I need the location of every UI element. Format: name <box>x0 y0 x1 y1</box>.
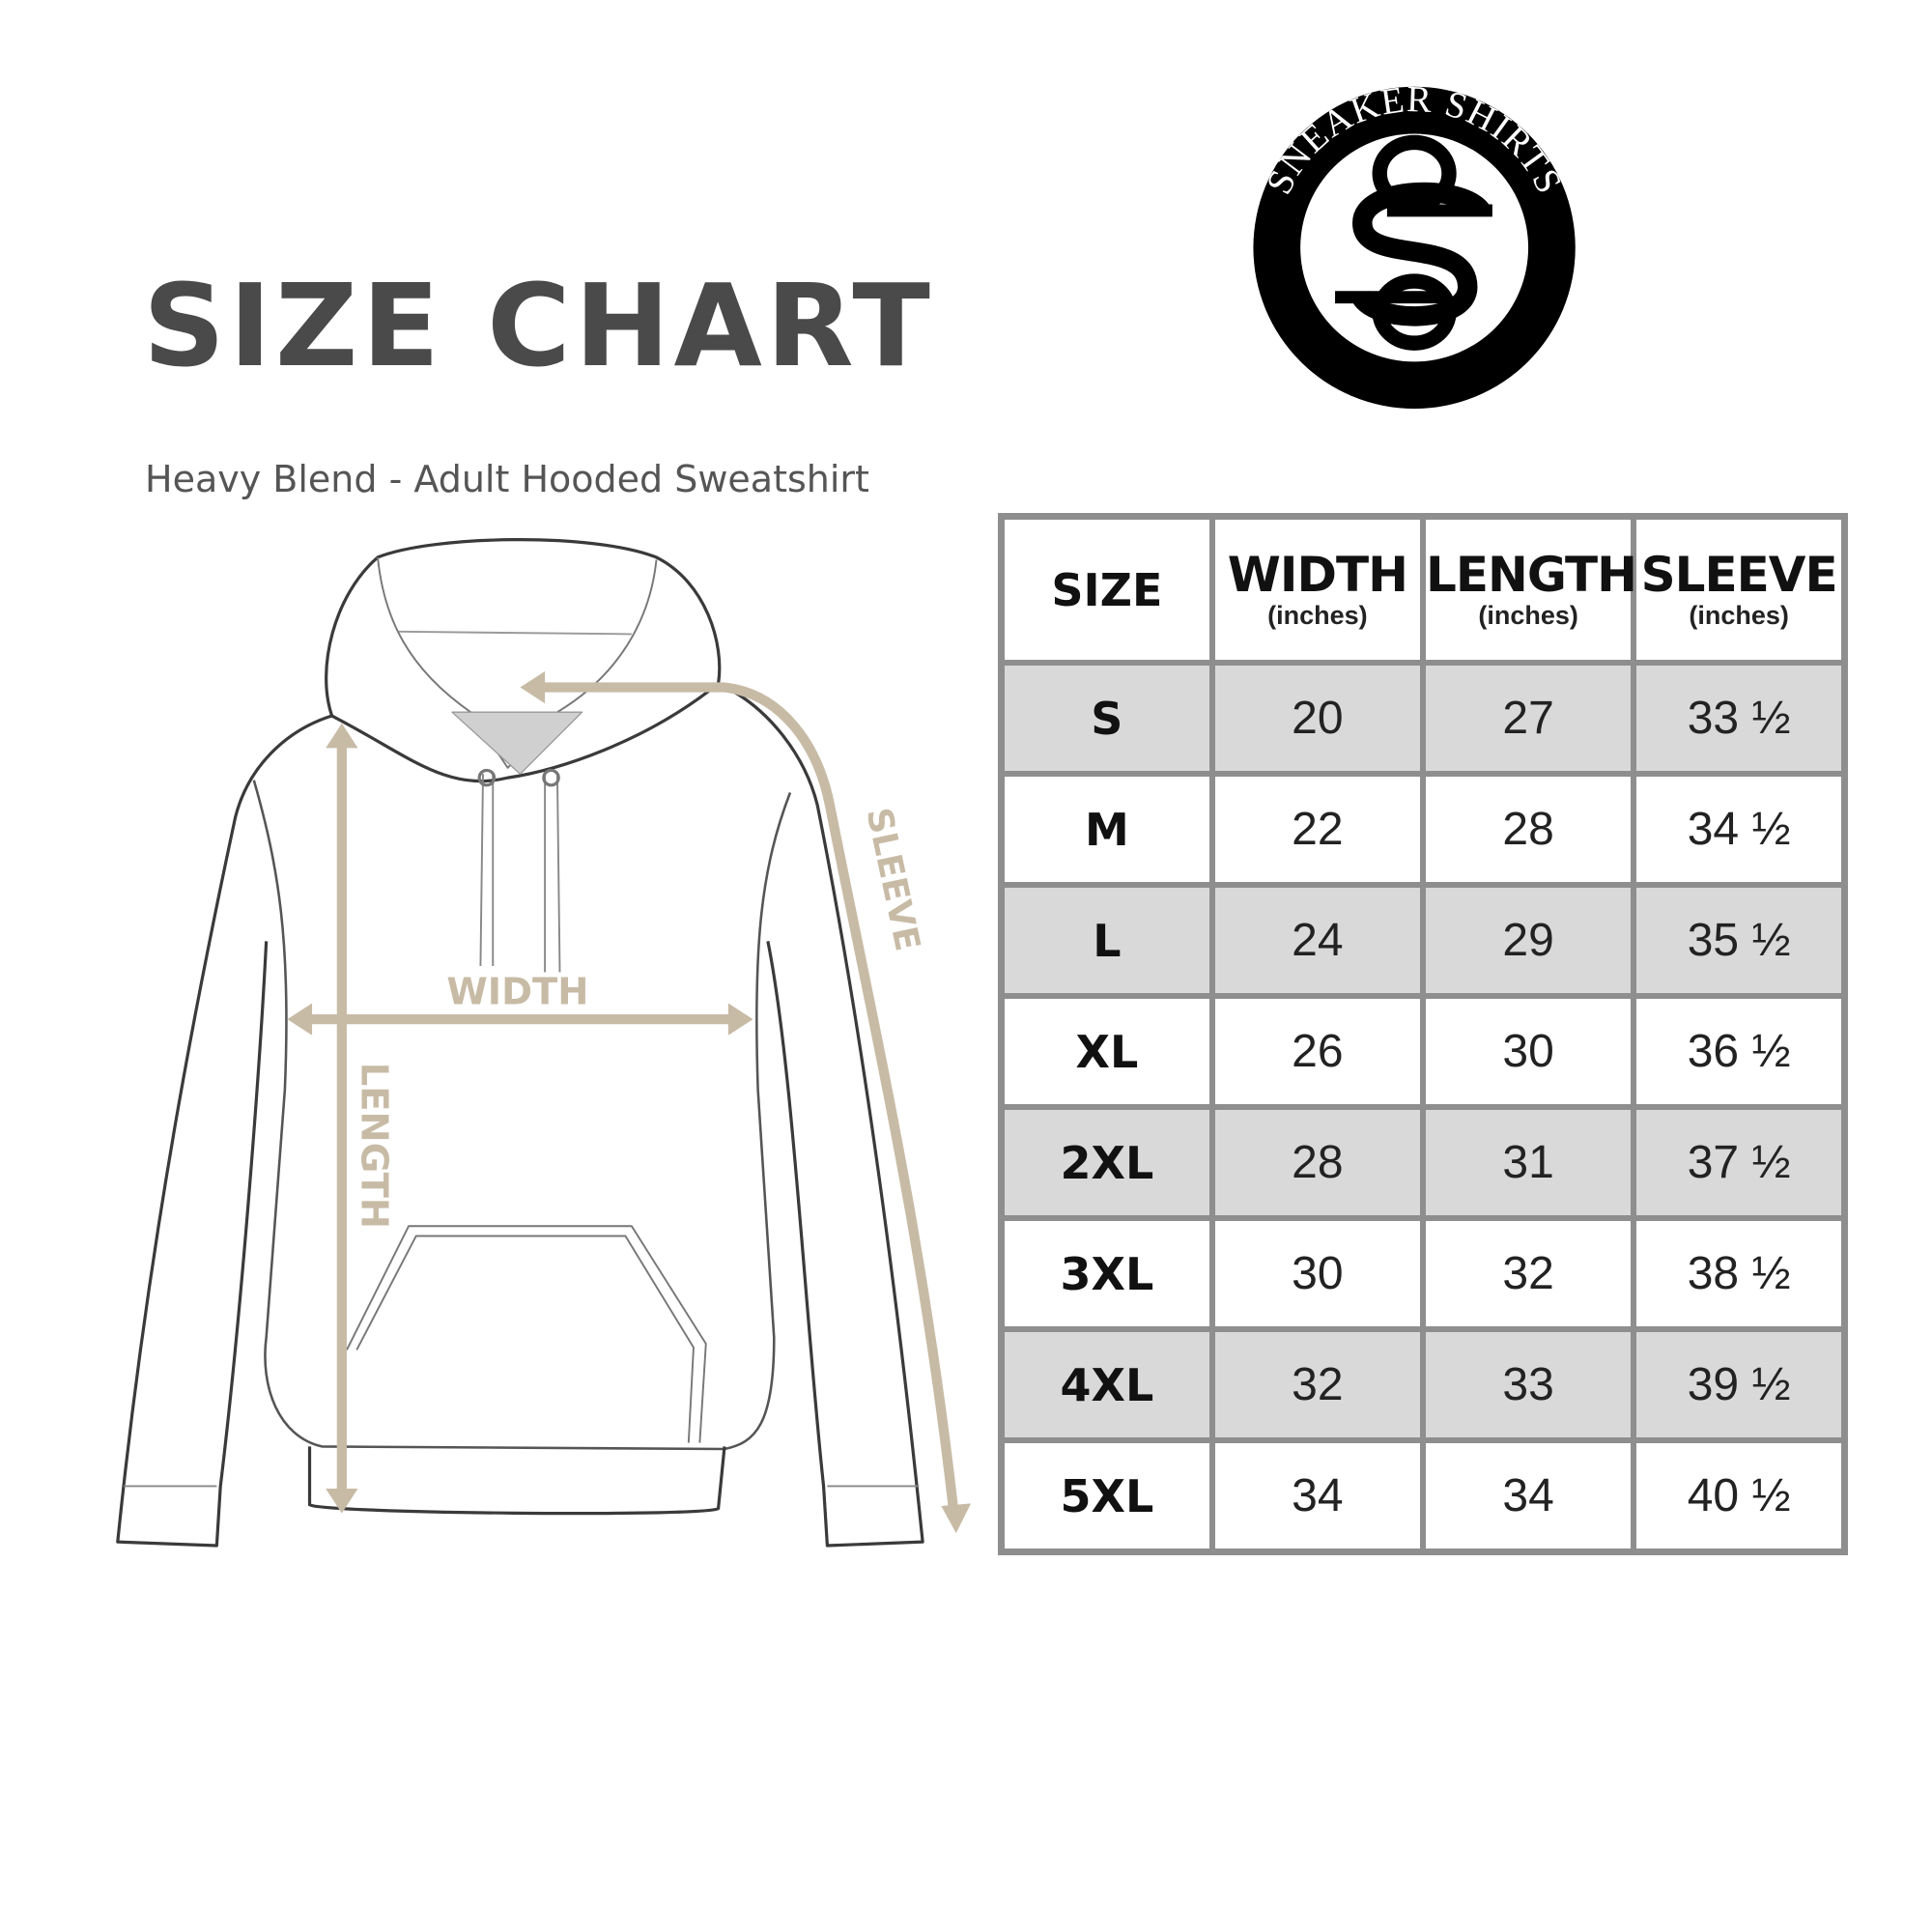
brand-logo: SNEAKER SHIRTS OUTLET.COM <box>1253 79 1576 449</box>
cell-sleeve: 36 ½ <box>1631 993 1848 1110</box>
product-subtitle: Heavy Blend - Adult Hooded Sweatshirt <box>145 458 869 500</box>
monogram-icon <box>1335 134 1492 351</box>
cell-length: 29 <box>1419 882 1637 999</box>
cell-sleeve: 34 ½ <box>1631 771 1848 888</box>
sleeve-arrow <box>534 682 959 1512</box>
cell-width: 30 <box>1208 1215 1427 1332</box>
header-length: LENGTH (inches) <box>1419 513 1637 666</box>
cell-width: 32 <box>1208 1326 1427 1443</box>
cell-size: 5XL <box>998 1437 1215 1555</box>
cell-width: 28 <box>1208 1104 1427 1221</box>
cell-sleeve: 35 ½ <box>1631 882 1848 999</box>
table-row: M 22 28 34 ½ <box>998 771 1848 888</box>
page-title: SIZE CHART <box>143 259 934 392</box>
cell-width: 20 <box>1208 660 1427 777</box>
table-row: 5XL 34 34 40 ½ <box>998 1437 1848 1555</box>
measurement-arrows <box>287 670 972 1534</box>
cell-width: 24 <box>1208 882 1427 999</box>
table-row: 4XL 32 33 39 ½ <box>998 1326 1848 1443</box>
table-row: 3XL 30 32 38 ½ <box>998 1215 1848 1332</box>
cell-width: 22 <box>1208 771 1427 888</box>
cell-sleeve: 40 ½ <box>1631 1437 1848 1555</box>
cell-width: 34 <box>1208 1437 1427 1555</box>
table-row: 2XL 28 31 37 ½ <box>998 1104 1848 1221</box>
cell-size: 4XL <box>998 1326 1215 1443</box>
cell-length: 32 <box>1419 1215 1637 1332</box>
cell-sleeve: 37 ½ <box>1631 1104 1848 1221</box>
header-sleeve: SLEEVE (inches) <box>1631 513 1848 666</box>
cell-sleeve: 38 ½ <box>1631 1215 1848 1332</box>
cell-length: 31 <box>1419 1104 1637 1221</box>
table-header-row: SIZE WIDTH (inches) LENGTH (inches) SLEEVE… <box>998 513 1848 666</box>
cell-length: 28 <box>1419 771 1637 888</box>
cell-length: 33 <box>1419 1326 1637 1443</box>
size-table: SIZE WIDTH (inches) LENGTH (inches) SLEEVE… <box>998 513 1848 1555</box>
cell-length: 30 <box>1419 993 1637 1110</box>
header-size: SIZE <box>998 513 1215 666</box>
cell-size: 3XL <box>998 1215 1215 1332</box>
cell-length: 27 <box>1419 660 1637 777</box>
table-row: L 24 29 35 ½ <box>998 882 1848 999</box>
cell-sleeve: 33 ½ <box>1631 660 1848 777</box>
cell-size: XL <box>998 993 1215 1110</box>
cell-sleeve: 39 ½ <box>1631 1326 1848 1443</box>
cell-width: 26 <box>1208 993 1427 1110</box>
table-row: XL 26 30 36 ½ <box>998 993 1848 1110</box>
sleeve-label: SLEEVE <box>858 805 926 954</box>
cell-size: 2XL <box>998 1104 1215 1221</box>
cell-size: L <box>998 882 1215 999</box>
header-width: WIDTH (inches) <box>1208 513 1427 666</box>
hoodie-diagram <box>116 538 924 1548</box>
cell-size: M <box>998 771 1215 888</box>
width-label: WIDTH <box>446 971 588 1014</box>
cell-length: 34 <box>1419 1437 1637 1555</box>
table-row: S 20 27 33 ½ <box>998 660 1848 777</box>
cell-size: S <box>998 660 1215 777</box>
length-label: LENGTH <box>352 1063 395 1229</box>
